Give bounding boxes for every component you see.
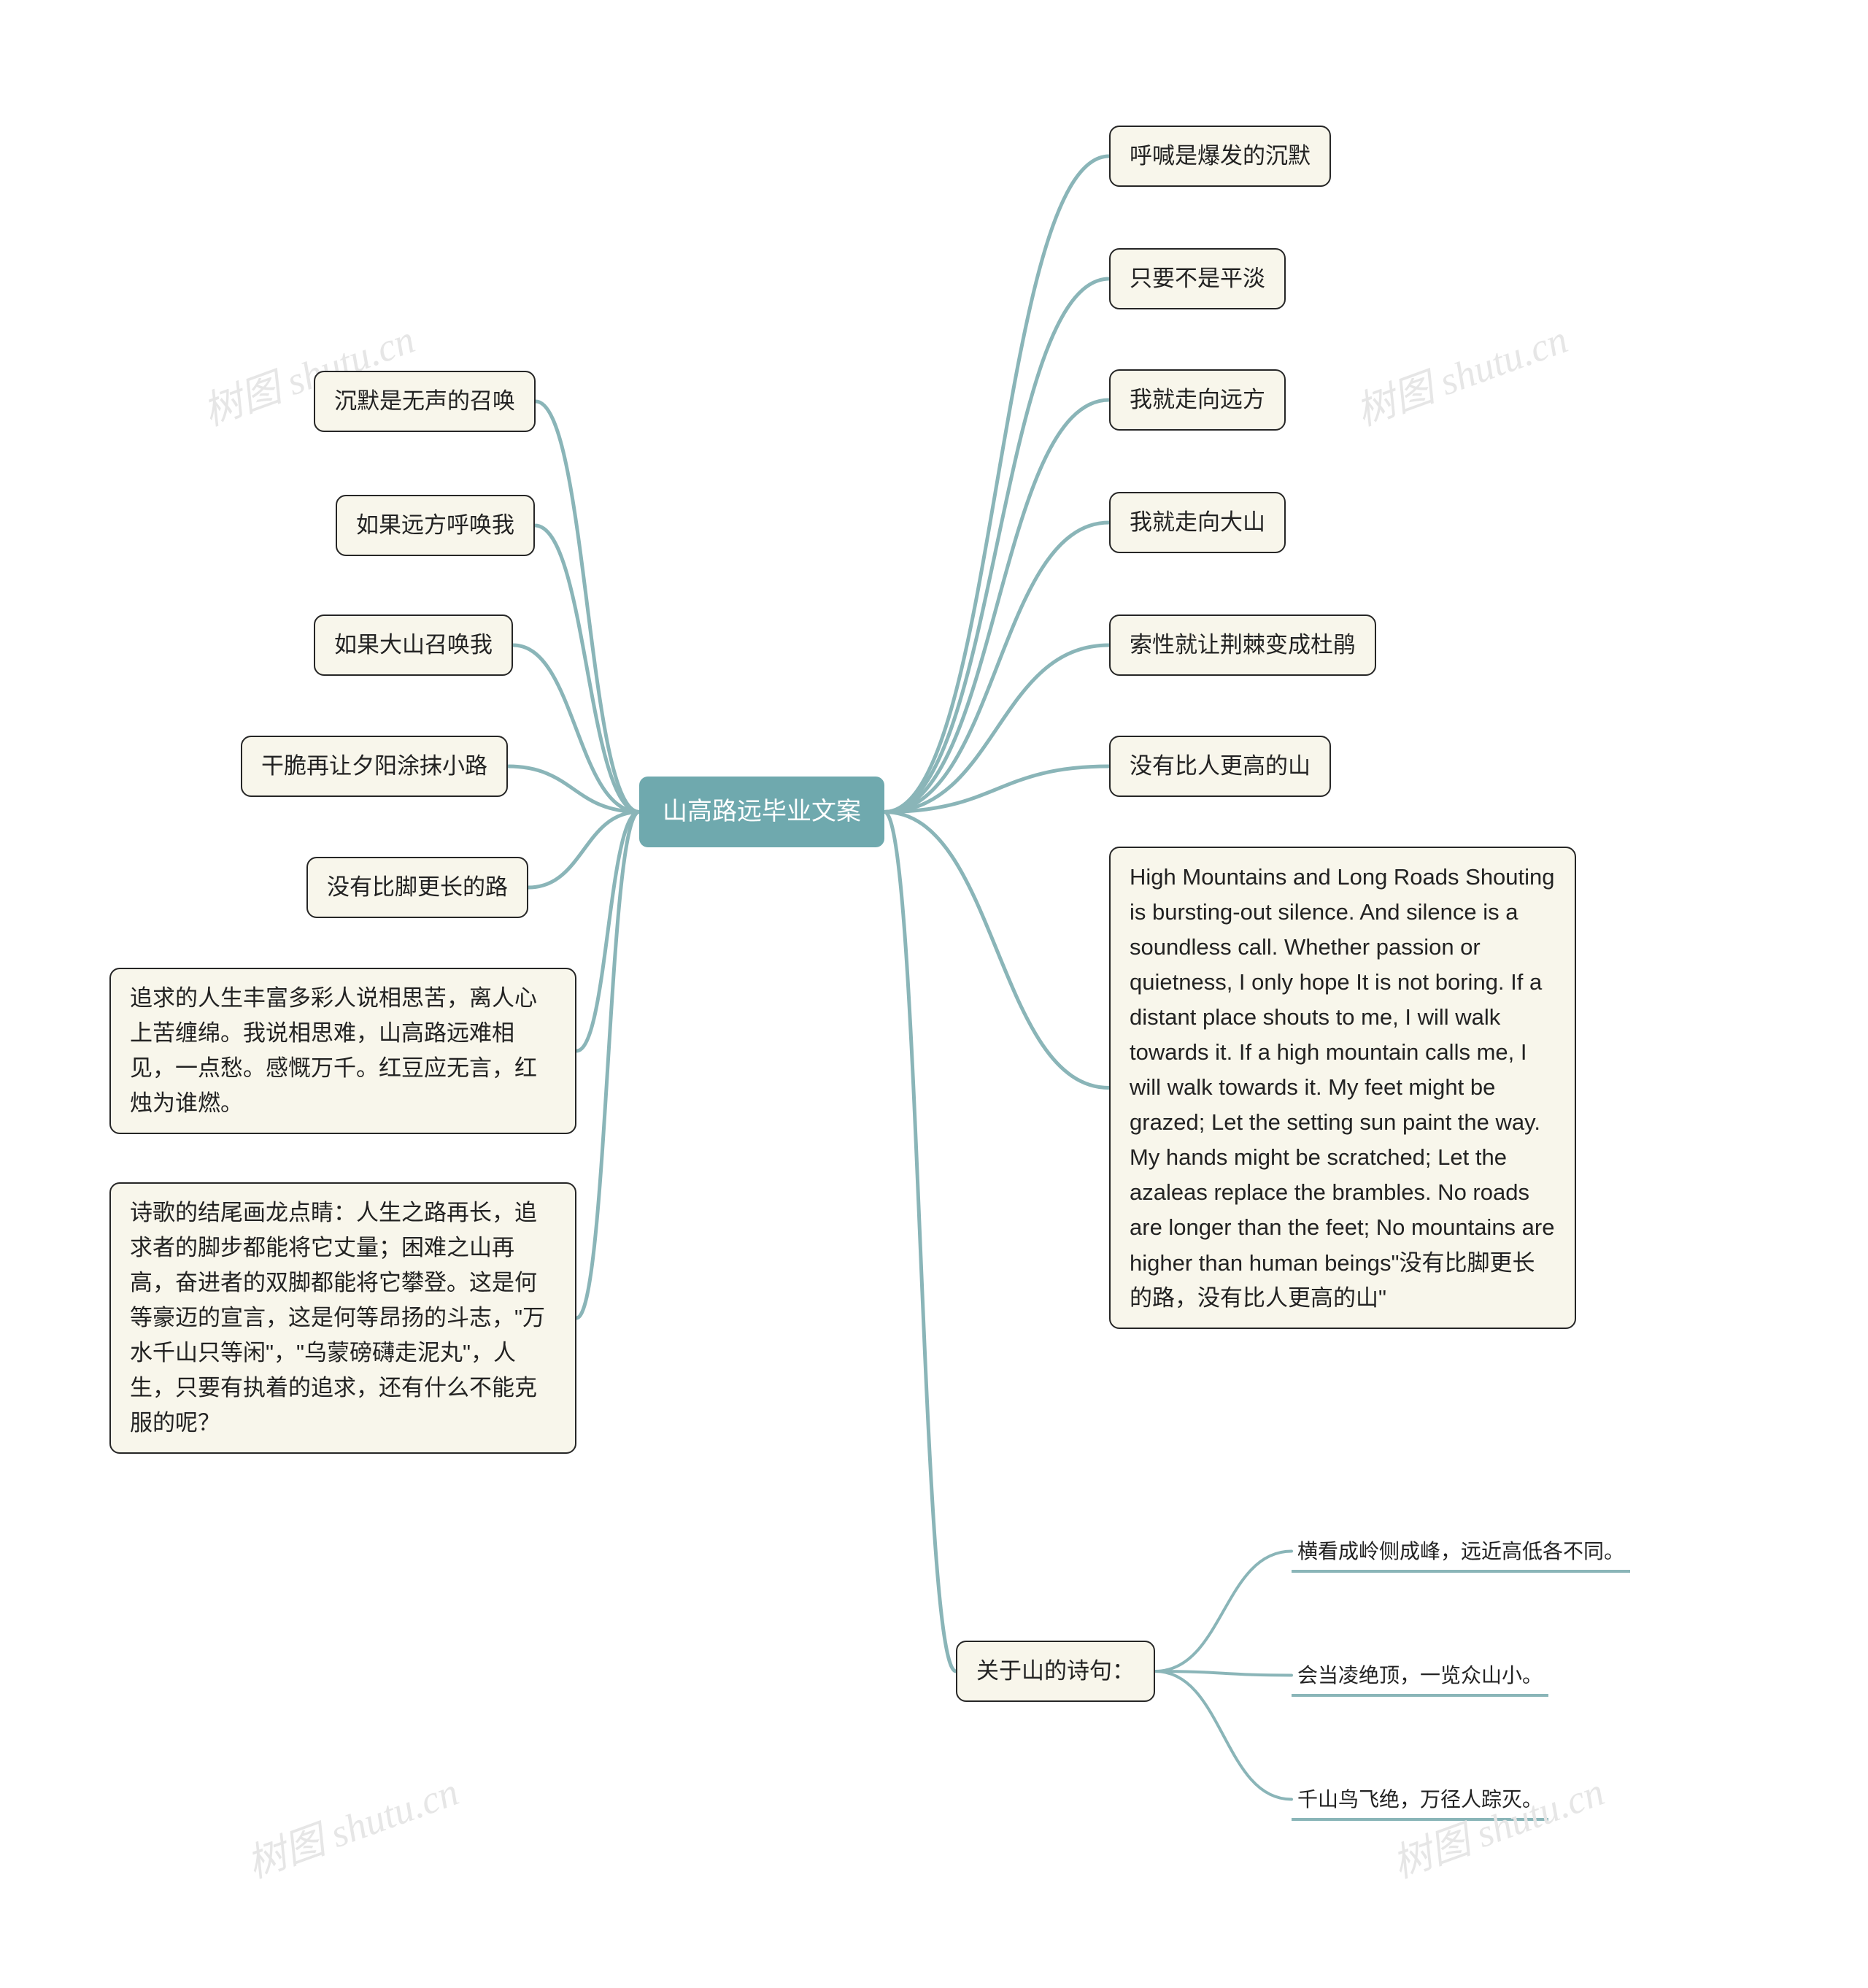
watermark: 树图 shutu.cn [1347,307,1575,437]
leaf-node: 千山鸟飞绝，万径人踪灭。 [1292,1779,1548,1819]
branch-node: 只要不是平淡 [1109,248,1286,309]
branch-node: 诗歌的结尾画龙点睛：人生之路再长，追求者的脚步都能将它丈量；困难之山再高，奋进者… [109,1182,576,1454]
branch-node: 沉默是无声的召唤 [314,371,536,432]
branch-node: 干脆再让夕阳涂抹小路 [241,736,508,797]
branch-node: 如果远方呼唤我 [336,495,535,556]
branch-node: 如果大山召唤我 [314,614,513,676]
mindmap-stage: 树图 shutu.cn树图 shutu.cn树图 shutu.cn树图 shut… [0,0,1868,1988]
branch-node: 呼喊是爆发的沉默 [1109,126,1331,187]
root-node: 山高路远毕业文案 [639,777,884,847]
branch-node: 索性就让荆棘变成杜鹃 [1109,614,1376,676]
leaf-node: 会当凌绝顶，一览众山小。 [1292,1655,1548,1695]
branch-node: 关于山的诗句： [956,1641,1155,1702]
branch-node: 我就走向远方 [1109,369,1286,431]
branch-node: 没有比脚更长的路 [306,857,528,918]
branch-node: 追求的人生丰富多彩人说相思苦，离人心上苦缠绵。我说相思难，山高路远难相见，一点愁… [109,968,576,1134]
branch-node: 我就走向大山 [1109,492,1286,553]
leaf-node: 横看成岭侧成峰，远近高低各不同。 [1292,1531,1630,1571]
branch-node: 没有比人更高的山 [1109,736,1331,797]
watermark: 树图 shutu.cn [238,1760,466,1889]
branch-node: High Mountains and Long Roads Shouting i… [1109,847,1576,1329]
